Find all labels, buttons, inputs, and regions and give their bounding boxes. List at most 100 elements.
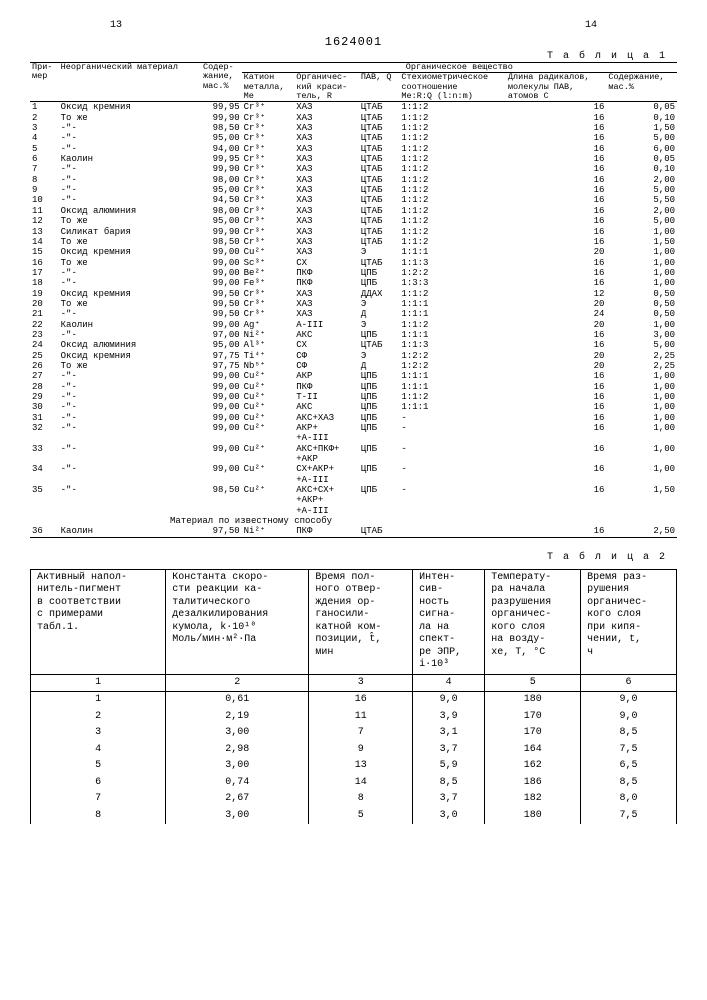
cell: 98,00 (201, 175, 242, 185)
cell: 1:1:2 (399, 175, 505, 185)
t1-h-content2: Содержание,мас.% (606, 73, 677, 102)
cell: 3,7 (413, 742, 485, 759)
cell: 1:1:3 (399, 258, 505, 268)
cell: 1 (31, 692, 166, 709)
cell: -"- (59, 402, 201, 412)
cell: Т-II (294, 392, 359, 402)
cell: 13 (30, 227, 59, 237)
cell: Cu²⁺ (242, 413, 295, 423)
cell: ХАЗ (294, 175, 359, 185)
cell: АКС (294, 402, 359, 412)
cell: 2,67 (166, 791, 309, 808)
cell: 94,50 (201, 195, 242, 205)
cell: АКС+СХ++АКР++А-III (294, 485, 359, 516)
cell: 3 (31, 725, 166, 742)
cell: 3,9 (413, 709, 485, 726)
cell: 16 (506, 423, 607, 444)
table-row: 1Оксид кремния99,95Cr³⁺ХАЗЦТАБ1:1:2160,0… (30, 102, 677, 113)
cell: 0,50 (606, 309, 677, 319)
cell: Cu²⁺ (242, 423, 295, 444)
cell: 16 (506, 278, 607, 288)
cell: Cr³⁺ (242, 102, 295, 113)
cell: ХАЗ (294, 113, 359, 123)
cell: Cr³⁺ (242, 206, 295, 216)
cell: Cu²⁺ (242, 392, 295, 402)
cell: 16 (506, 392, 607, 402)
t1-h-pav: ПАВ, Q (359, 73, 400, 102)
table-row: 33-"-99,00Cu²⁺АКС+ПКФ++АКРЦПБ-161,00 (30, 444, 677, 465)
cell: 15 (30, 247, 59, 257)
cell: 29 (30, 392, 59, 402)
table-row: 28-"-99,00Cu²⁺ПКФЦПБ1:1:1161,00 (30, 382, 677, 392)
cell: 10 (30, 195, 59, 205)
table-row: 6Каолин99,95Cr³⁺ХАЗЦТАБ1:1:2160,05 (30, 154, 677, 164)
cell: 1,00 (606, 423, 677, 444)
table-row: 60,74148,51868,5 (31, 775, 677, 792)
t1-h-ratio: СтехиометрическоесоотношениеMe:R:Q (l:n:… (399, 73, 505, 102)
table-row: 15Оксид кремния99,00Cu²⁺ХАЗЭ1:1:1201,00 (30, 247, 677, 257)
cell: Ti⁴⁺ (242, 351, 295, 361)
cell: 16 (506, 185, 607, 195)
cell: -"- (59, 444, 201, 465)
table-row: 53,00135,91626,5 (31, 758, 677, 775)
cell: 16 (506, 113, 607, 123)
cell: СФ (294, 351, 359, 361)
cell: ХАЗ (294, 247, 359, 257)
table-row: 26То же97,75Nb⁵⁺СФД1:2:2202,25 (30, 361, 677, 371)
cell: -"- (59, 268, 201, 278)
cell: СХ (294, 340, 359, 350)
cell: 1:1:2 (399, 206, 505, 216)
cell: 99,00 (201, 423, 242, 444)
cell: 170 (485, 725, 581, 742)
cell: -"- (59, 392, 201, 402)
cell: 95,00 (201, 216, 242, 226)
table-row: 23-"-97,00Ni²⁺АКСЦПБ1:1:1163,00 (30, 330, 677, 340)
cell: - (399, 423, 505, 444)
cell: ХАЗ (294, 309, 359, 319)
cell: 5,9 (413, 758, 485, 775)
cell: -"- (59, 423, 201, 444)
cell: 99,50 (201, 289, 242, 299)
cell: Оксид алюминия (59, 206, 201, 216)
table-row: 13Силикат бария99,90Cr³⁺ХАЗЦТАБ1:1:2161,… (30, 227, 677, 237)
cell: ХАЗ (294, 227, 359, 237)
cell: ЦТАБ (359, 102, 400, 113)
cell: То же (59, 299, 201, 309)
t1-h-material: Неорганический материал (59, 63, 201, 102)
cell: ПКФ (294, 382, 359, 392)
cell: -"- (59, 278, 201, 288)
table-row: 31-"-99,00Cu²⁺АКС+ХАЗЦПБ-161,00 (30, 413, 677, 423)
table-row: 5-"-94,00Cr³⁺ХАЗЦТАБ1:1:2166,00 (30, 144, 677, 154)
cell: 14 (30, 237, 59, 247)
cell: ЦПБ (359, 402, 400, 412)
cell: 99,00 (201, 258, 242, 268)
cell: 97,75 (201, 361, 242, 371)
cell: ХАЗ (294, 133, 359, 143)
cell: 1,00 (606, 382, 677, 392)
t2-colnum: 2 (166, 674, 309, 692)
cell: 99,95 (201, 154, 242, 164)
cell: 1:1:2 (399, 113, 505, 123)
cell: 23 (30, 330, 59, 340)
cell: 1,00 (606, 402, 677, 412)
cell: 20 (506, 247, 607, 257)
cell: -"- (59, 164, 201, 174)
cell: 16 (506, 402, 607, 412)
t2-header: Интен-сив-ностьсигна-ла наспект-ре ЭПР,i… (413, 569, 485, 674)
cell: Cu²⁺ (242, 371, 295, 381)
cell: Д (359, 309, 400, 319)
cell: Э (359, 320, 400, 330)
t2-header: Температу-ра началаразрушенияорганичес-к… (485, 569, 581, 674)
cell: 26 (30, 361, 59, 371)
cell: ЦТАБ (359, 164, 400, 174)
cell: 20 (30, 299, 59, 309)
cell: -"- (59, 371, 201, 381)
cell: Cr³⁺ (242, 195, 295, 205)
cell: 35 (30, 485, 59, 516)
table-row: 9-"-95,00Cr³⁺ХАЗЦТАБ1:1:2165,00 (30, 185, 677, 195)
cell: 0,05 (606, 102, 677, 113)
cell: 20 (506, 299, 607, 309)
cell: Cr³⁺ (242, 216, 295, 226)
cell: 16 (506, 206, 607, 216)
cell: 7 (309, 725, 413, 742)
